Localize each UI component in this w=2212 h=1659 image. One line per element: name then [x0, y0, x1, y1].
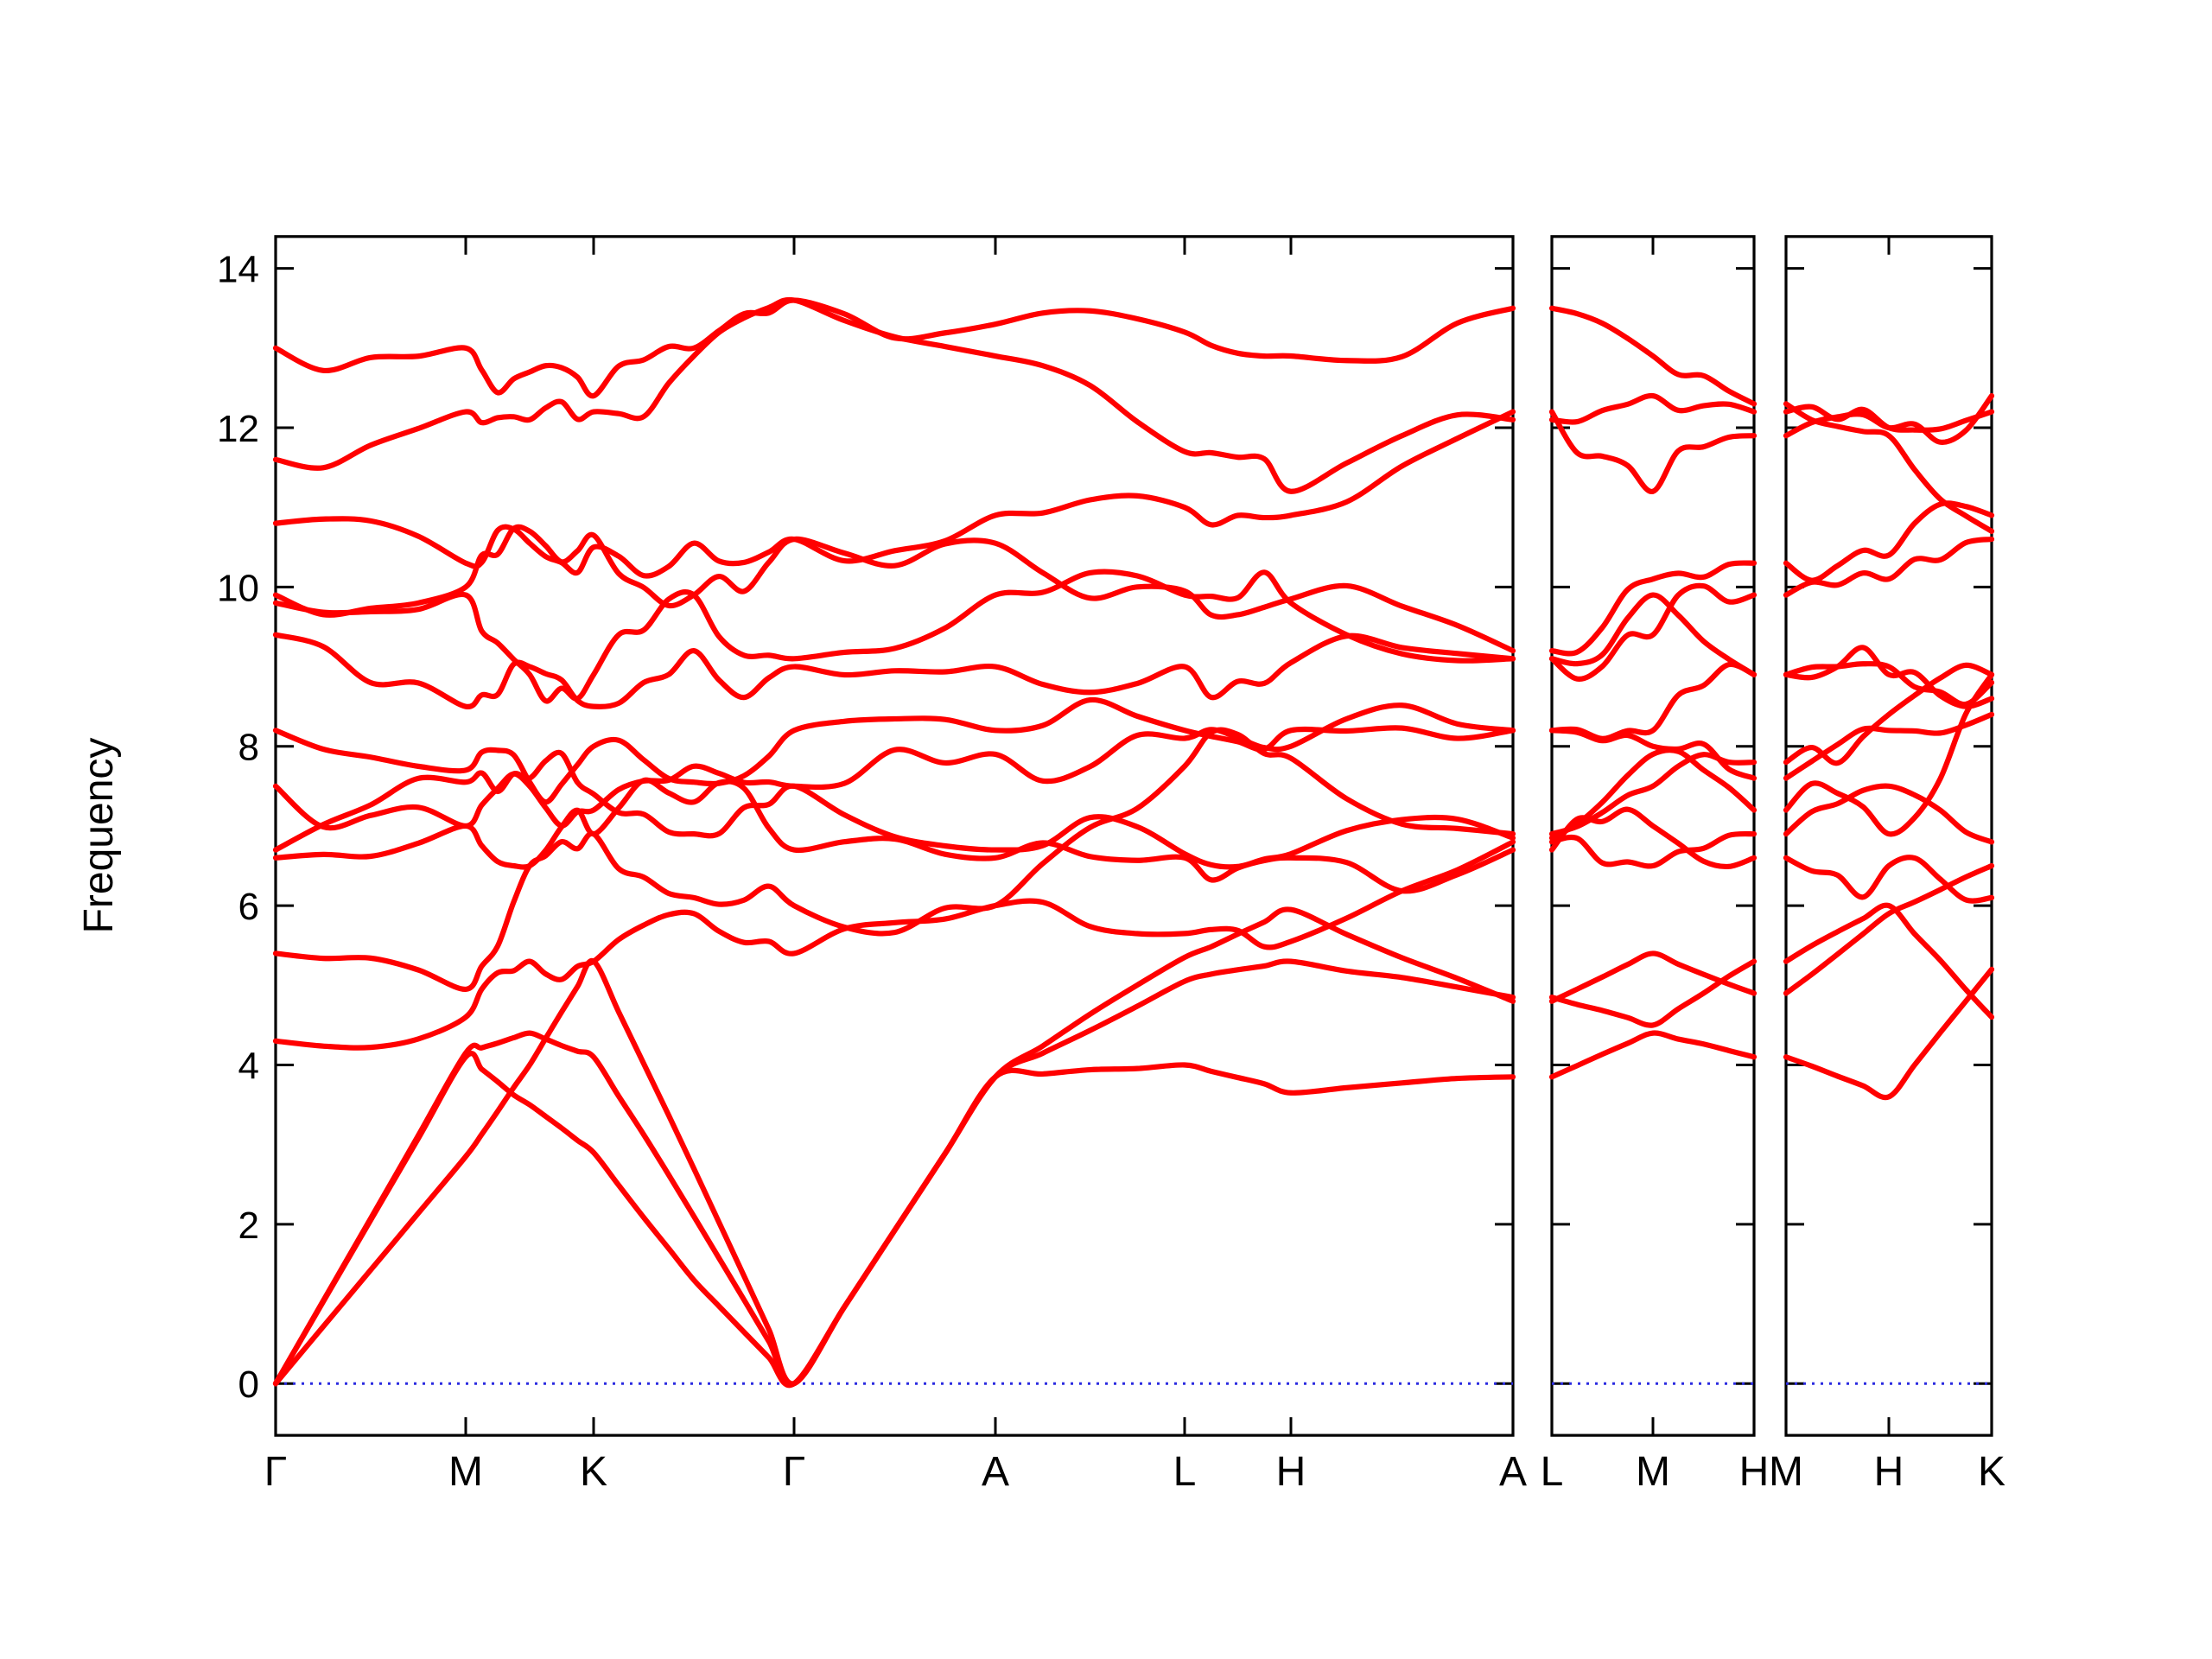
svg-text:L: L — [1173, 1449, 1197, 1495]
svg-text:M: M — [448, 1449, 483, 1495]
svg-text:M: M — [1769, 1449, 1803, 1495]
svg-text:12: 12 — [217, 408, 259, 450]
svg-text:K: K — [580, 1449, 607, 1495]
svg-text:M: M — [1636, 1449, 1670, 1495]
svg-text:Γ: Γ — [264, 1449, 287, 1495]
svg-text:Frequency: Frequency — [76, 738, 122, 934]
svg-text:K: K — [1978, 1449, 2005, 1495]
svg-text:0: 0 — [238, 1363, 259, 1406]
svg-text:Γ: Γ — [783, 1449, 805, 1495]
svg-text:8: 8 — [238, 727, 259, 769]
svg-text:A: A — [1499, 1449, 1527, 1495]
svg-text:H: H — [1276, 1449, 1306, 1495]
svg-text:10: 10 — [217, 567, 259, 609]
svg-text:L: L — [1541, 1449, 1564, 1495]
svg-text:2: 2 — [238, 1205, 259, 1247]
svg-text:14: 14 — [217, 249, 259, 291]
svg-text:6: 6 — [238, 886, 259, 928]
svg-text:4: 4 — [238, 1045, 259, 1087]
svg-text:H: H — [1739, 1449, 1770, 1495]
svg-text:A: A — [982, 1449, 1009, 1495]
svg-text:H: H — [1874, 1449, 1904, 1495]
